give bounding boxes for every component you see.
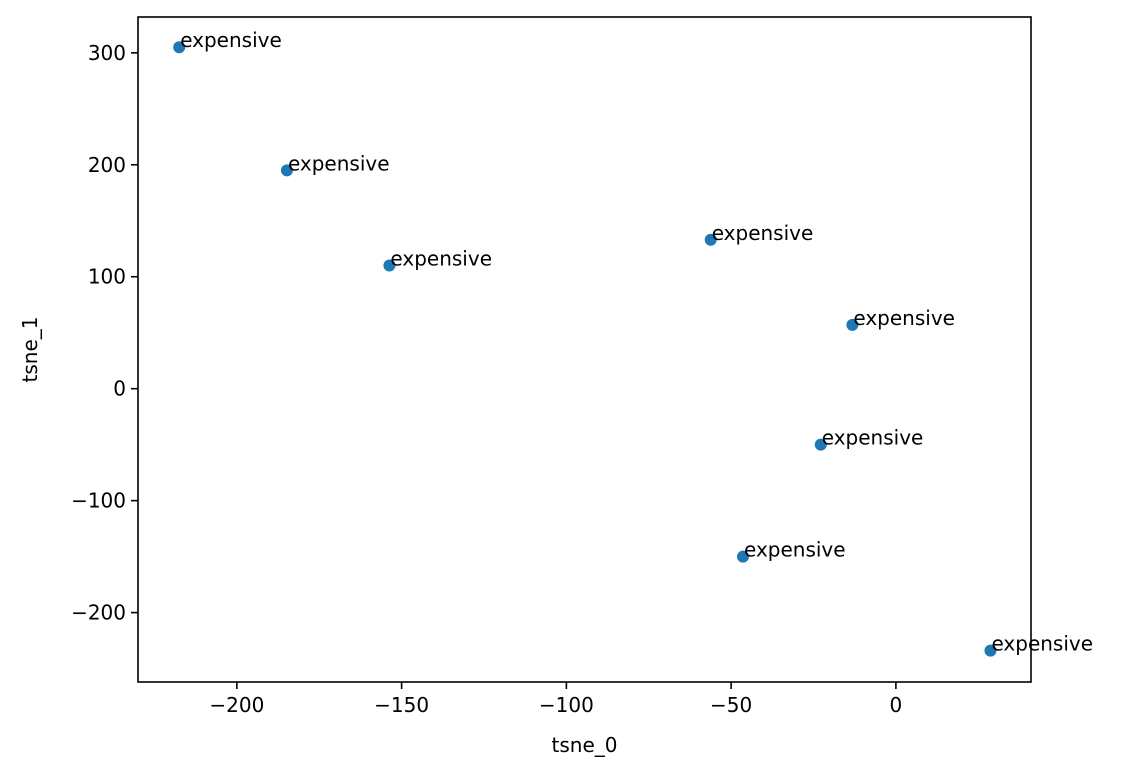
point-label: expensive bbox=[712, 221, 814, 245]
x-tick-label: −50 bbox=[710, 693, 752, 717]
point-label: expensive bbox=[991, 632, 1093, 656]
scatter-point bbox=[984, 644, 997, 657]
scatter-point bbox=[173, 41, 186, 54]
x-tick-label: −100 bbox=[539, 693, 594, 717]
y-tick-label: 0 bbox=[113, 377, 126, 401]
y-axis-label: tsne_1 bbox=[18, 317, 42, 383]
scatter-point bbox=[736, 550, 749, 563]
y-tick-label: −200 bbox=[71, 601, 126, 625]
x-tick-label: −150 bbox=[374, 693, 429, 717]
scatter-point bbox=[814, 438, 827, 451]
point-label: expensive bbox=[180, 28, 282, 52]
x-tick-label: 0 bbox=[890, 693, 903, 717]
points-layer: expensive expensive expensive expensive expe… bbox=[173, 28, 1093, 657]
point-label: expensive bbox=[744, 538, 846, 562]
scatter-point bbox=[846, 318, 859, 331]
x-tick-label: −200 bbox=[209, 693, 264, 717]
scatter-point bbox=[704, 233, 717, 246]
point-label: expensive bbox=[822, 426, 924, 450]
y-axis-ticks: 300 200 100 0 −100 −200 bbox=[71, 41, 138, 625]
point-label: expensive bbox=[390, 247, 492, 271]
y-tick-label: −100 bbox=[71, 489, 126, 513]
y-tick-label: 200 bbox=[88, 153, 126, 177]
scatter-point bbox=[383, 259, 396, 272]
x-axis-label: tsne_0 bbox=[552, 733, 618, 757]
y-tick-label: 300 bbox=[88, 41, 126, 65]
y-tick-label: 100 bbox=[88, 265, 126, 289]
plot-frame bbox=[137, 16, 1032, 683]
scatter-point bbox=[280, 164, 293, 177]
x-axis-ticks: −200 −150 −100 −50 0 bbox=[209, 682, 902, 717]
point-label: expensive bbox=[853, 306, 955, 330]
point-label: expensive bbox=[288, 151, 390, 175]
